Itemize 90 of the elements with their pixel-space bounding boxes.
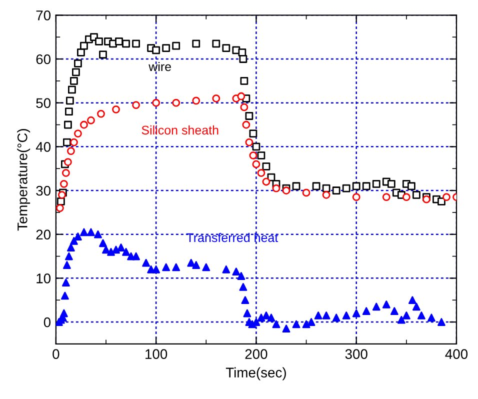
point bbox=[372, 180, 380, 188]
point bbox=[192, 96, 200, 105]
point bbox=[257, 151, 266, 160]
point bbox=[240, 76, 248, 85]
point bbox=[162, 44, 170, 52]
y-tick-label: 70 bbox=[36, 10, 51, 20]
point bbox=[132, 101, 140, 109]
point bbox=[322, 190, 330, 199]
y-tick-label: 50 bbox=[36, 98, 51, 108]
point bbox=[239, 55, 248, 63]
point bbox=[257, 169, 266, 177]
point bbox=[252, 160, 260, 168]
point bbox=[322, 184, 330, 192]
point bbox=[282, 186, 290, 194]
point bbox=[74, 59, 82, 68]
point bbox=[342, 184, 350, 192]
point bbox=[70, 138, 78, 146]
point bbox=[438, 198, 446, 206]
point bbox=[362, 182, 370, 190]
point bbox=[64, 158, 72, 166]
y-axis-title: Temperature(°C) bbox=[17, 129, 30, 231]
point bbox=[442, 193, 450, 202]
point bbox=[122, 40, 130, 48]
point bbox=[99, 50, 107, 59]
point bbox=[237, 92, 246, 100]
point bbox=[74, 130, 82, 138]
y-tick-label: 20 bbox=[36, 230, 51, 240]
x-axis-title: Time(sec) bbox=[226, 367, 286, 380]
point bbox=[70, 76, 78, 85]
point bbox=[97, 110, 105, 118]
point bbox=[212, 40, 220, 48]
point bbox=[115, 38, 123, 46]
point bbox=[407, 182, 416, 190]
point bbox=[62, 138, 71, 146]
point bbox=[68, 86, 76, 94]
x-tick-label: 400 bbox=[445, 349, 468, 359]
point bbox=[172, 98, 180, 107]
point bbox=[312, 182, 320, 190]
point bbox=[95, 38, 103, 46]
y-tick-label: 0 bbox=[44, 317, 51, 328]
point bbox=[132, 40, 140, 48]
y-tick-label: 40 bbox=[36, 142, 51, 152]
point bbox=[66, 96, 74, 105]
point bbox=[80, 42, 88, 50]
point bbox=[249, 151, 258, 160]
point bbox=[332, 186, 340, 194]
point bbox=[72, 68, 80, 76]
point bbox=[387, 180, 396, 188]
point bbox=[249, 130, 258, 138]
point bbox=[252, 142, 260, 151]
point bbox=[64, 120, 72, 129]
x-tick-label: 0 bbox=[52, 349, 60, 359]
point bbox=[272, 184, 280, 192]
point bbox=[292, 182, 300, 190]
point bbox=[192, 40, 200, 48]
point bbox=[87, 116, 95, 124]
point bbox=[80, 120, 88, 129]
series-label: Transferred heat bbox=[186, 232, 278, 242]
x-tick-label: 100 bbox=[146, 349, 168, 359]
point bbox=[262, 162, 270, 170]
point bbox=[222, 44, 230, 52]
point bbox=[242, 120, 250, 129]
point bbox=[66, 147, 75, 156]
point bbox=[212, 94, 220, 102]
x-tick-label: 200 bbox=[245, 349, 268, 359]
point bbox=[382, 193, 390, 202]
x-tick-label: 300 bbox=[345, 349, 368, 359]
series-label: wire bbox=[148, 62, 171, 72]
point bbox=[412, 190, 420, 199]
point bbox=[352, 193, 360, 202]
point bbox=[64, 108, 73, 116]
y-tick-label: 60 bbox=[36, 54, 51, 64]
point bbox=[152, 98, 160, 107]
point bbox=[77, 48, 85, 56]
point bbox=[245, 138, 254, 146]
point bbox=[172, 42, 180, 50]
point bbox=[402, 193, 410, 202]
point bbox=[56, 204, 64, 212]
point bbox=[262, 178, 270, 186]
point bbox=[245, 112, 254, 120]
point bbox=[62, 169, 70, 177]
series-label: Silicon sheath bbox=[142, 125, 218, 135]
point bbox=[352, 182, 360, 190]
point bbox=[152, 46, 160, 54]
point bbox=[240, 103, 248, 112]
point bbox=[60, 180, 68, 188]
y-tick-label: 10 bbox=[36, 274, 51, 284]
y-tick-label: 30 bbox=[36, 186, 51, 196]
point bbox=[112, 105, 120, 114]
point bbox=[302, 188, 310, 197]
